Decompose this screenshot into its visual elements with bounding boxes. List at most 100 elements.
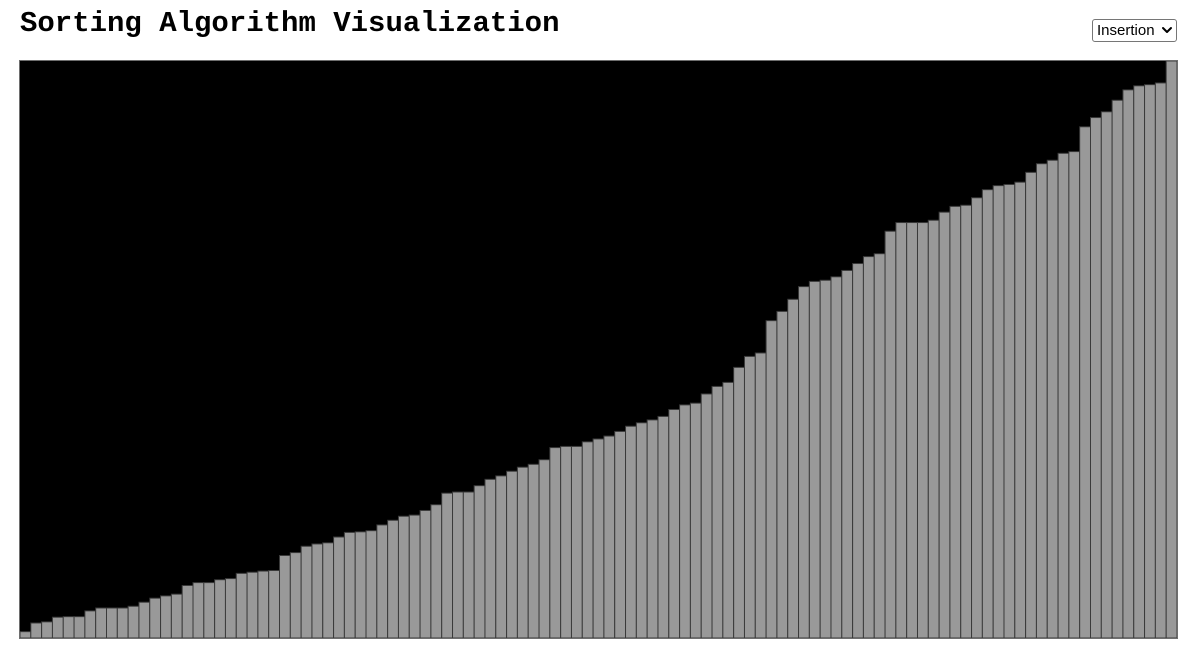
bar xyxy=(289,552,302,638)
bars-chart xyxy=(20,61,1177,638)
algorithm-select-value: Insertion xyxy=(1097,22,1155,39)
bar xyxy=(560,445,572,638)
bar xyxy=(981,189,994,638)
bar xyxy=(1133,85,1146,638)
bar xyxy=(322,542,335,638)
bar xyxy=(495,475,508,638)
bar xyxy=(20,631,32,638)
bar xyxy=(149,597,162,638)
bar xyxy=(300,545,313,638)
bar xyxy=(754,352,767,638)
bar xyxy=(862,256,875,638)
bar xyxy=(1014,181,1027,638)
bar xyxy=(884,230,897,638)
bar xyxy=(1100,111,1113,638)
bar xyxy=(808,280,821,638)
bar xyxy=(430,504,443,638)
bar xyxy=(257,570,270,638)
bar xyxy=(1003,183,1016,638)
bar xyxy=(916,222,929,638)
bar xyxy=(408,514,421,638)
bar xyxy=(419,509,432,638)
bar xyxy=(181,584,194,638)
bar xyxy=(214,579,226,638)
bar xyxy=(30,622,43,638)
bar xyxy=(62,616,75,638)
bar xyxy=(279,554,291,638)
bar xyxy=(333,536,345,638)
bar xyxy=(992,185,1005,638)
bar xyxy=(127,605,140,638)
bar xyxy=(41,621,53,638)
bar xyxy=(95,607,108,638)
bar xyxy=(138,601,151,638)
bar xyxy=(679,404,691,638)
bar xyxy=(635,422,648,638)
bar xyxy=(506,470,518,638)
bar xyxy=(1068,151,1081,638)
bar xyxy=(235,572,248,638)
bar xyxy=(852,263,864,638)
bar xyxy=(441,492,454,638)
bar xyxy=(397,515,410,638)
bar xyxy=(960,204,973,638)
bar xyxy=(462,491,475,638)
bar xyxy=(689,402,702,638)
bar xyxy=(743,355,756,638)
bar xyxy=(246,571,259,638)
bar xyxy=(873,253,886,638)
bar xyxy=(538,459,551,638)
bar xyxy=(1046,159,1059,638)
bar xyxy=(798,286,810,638)
bar xyxy=(711,385,724,638)
bar xyxy=(365,530,378,638)
bar xyxy=(787,298,800,638)
bar xyxy=(1165,61,1177,638)
algorithm-select[interactable]: Insertion xyxy=(1092,19,1177,42)
bar xyxy=(116,607,129,638)
bar xyxy=(51,616,64,638)
bar xyxy=(646,419,659,638)
bar xyxy=(549,447,562,638)
visualization-canvas xyxy=(19,60,1178,639)
bar xyxy=(1154,82,1167,638)
bar xyxy=(1144,84,1156,638)
bar xyxy=(343,531,356,638)
bar xyxy=(170,593,183,638)
page-title: Sorting Algorithm Visualization xyxy=(20,7,560,40)
bar xyxy=(516,466,529,638)
bar xyxy=(224,578,237,638)
bar xyxy=(203,582,216,638)
bar xyxy=(700,393,713,638)
bar xyxy=(733,366,745,638)
chevron-down-icon xyxy=(1162,27,1172,33)
bar xyxy=(895,222,908,638)
bar xyxy=(1122,89,1135,638)
bar xyxy=(570,445,583,638)
bar xyxy=(625,425,637,638)
bar xyxy=(354,531,367,638)
bar xyxy=(1025,171,1037,638)
bar xyxy=(668,409,681,638)
bar xyxy=(581,441,594,638)
bar xyxy=(657,415,670,638)
bar xyxy=(484,478,497,638)
bar xyxy=(1111,99,1124,638)
bar xyxy=(106,607,118,638)
bar xyxy=(1079,126,1091,638)
bar xyxy=(592,438,605,638)
bar xyxy=(1035,163,1048,638)
bar xyxy=(971,197,983,638)
bar xyxy=(614,430,627,638)
bar xyxy=(376,524,389,638)
bar xyxy=(776,310,789,638)
bar xyxy=(473,485,486,638)
bar xyxy=(387,519,399,638)
bar xyxy=(84,610,97,638)
bar xyxy=(830,276,843,638)
bar xyxy=(841,269,854,638)
bar xyxy=(268,569,281,638)
bar xyxy=(722,381,735,638)
bar xyxy=(527,463,540,638)
bar xyxy=(819,279,832,638)
